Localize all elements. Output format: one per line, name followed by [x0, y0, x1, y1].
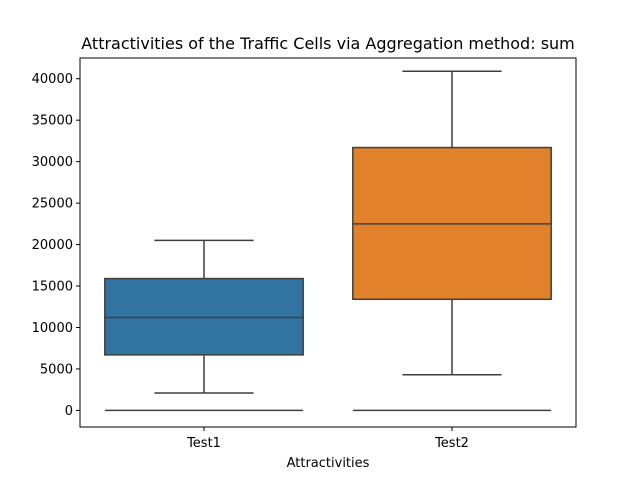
x-axis-label: Attractivities [287, 456, 370, 471]
y-tick-label: 25000 [32, 197, 73, 212]
box-test2 [352, 70, 552, 412]
box-test1 [104, 239, 304, 412]
box-iqr [104, 277, 304, 356]
x-axis: Test1 Test2 [186, 427, 469, 451]
plot-frame [79, 57, 577, 428]
y-axis: 0 5000 10000 15000 20000 25000 30000 35000 40000 [32, 72, 80, 419]
y-tick-label: 30000 [32, 155, 73, 170]
y-tick-label: 40000 [32, 72, 73, 87]
y-tick-label: 10000 [32, 321, 73, 336]
x-tick-label: Test1 [186, 436, 221, 451]
x-tick-label: Test2 [434, 436, 469, 451]
chart-title: Attractivities of the Traffic Cells via … [81, 34, 575, 53]
y-tick-label: 35000 [32, 114, 73, 129]
y-tick-label: 15000 [32, 280, 73, 295]
y-tick-label: 20000 [32, 238, 73, 253]
y-tick-label: 0 [65, 404, 73, 419]
box-group [104, 70, 552, 412]
y-tick-label: 5000 [40, 362, 73, 377]
